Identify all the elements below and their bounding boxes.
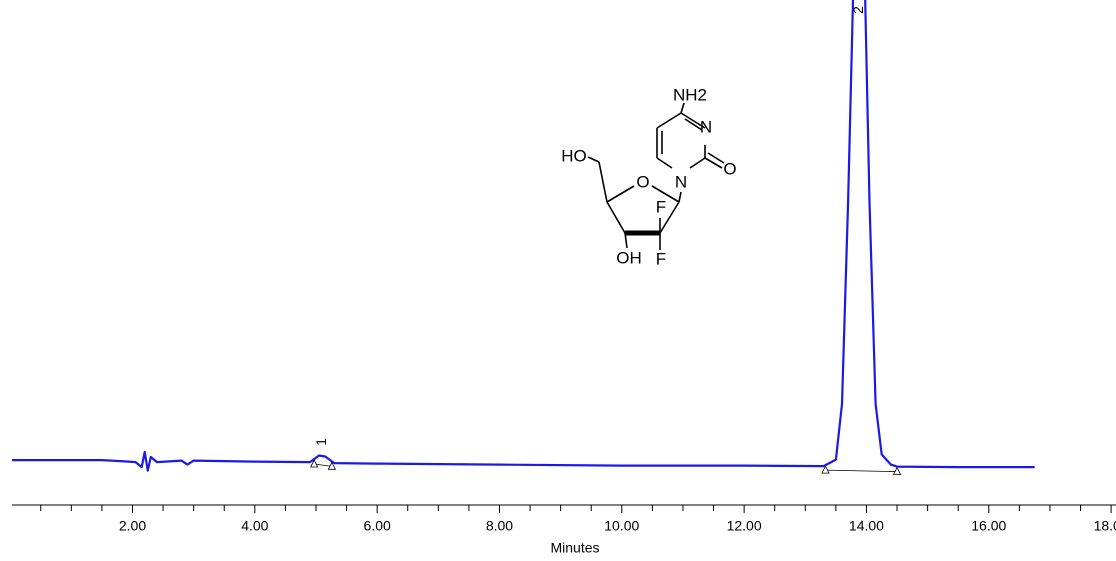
trace <box>12 0 1035 472</box>
atom-label: F <box>656 249 666 268</box>
peak-baseline <box>825 469 898 473</box>
peak-baseline <box>314 463 332 467</box>
atom-label: N <box>700 117 712 136</box>
peak-marker <box>821 465 830 474</box>
structure: NH2 N O N HO O F F OH <box>561 85 736 268</box>
peak-marker <box>892 466 902 476</box>
x-tick-label: 18.00 <box>1094 518 1116 534</box>
x-axis-label: Minutes <box>550 540 599 556</box>
x-tick-label: 4.00 <box>241 518 268 534</box>
x-tick-label: 6.00 <box>364 518 391 534</box>
atom-label: F <box>656 197 666 216</box>
peak-marker <box>309 459 319 468</box>
x-tick-label: 10.00 <box>604 518 639 534</box>
atom-label: NH2 <box>673 85 707 104</box>
peak-label: 2 <box>850 6 866 14</box>
x-tick-label: 16.00 <box>971 518 1006 534</box>
atom-label: N <box>675 172 687 191</box>
atom-label: OH <box>616 248 642 267</box>
x-tick-label: 8.00 <box>486 518 513 534</box>
atom-label: O <box>723 159 736 178</box>
peak-marker <box>327 461 337 470</box>
x-tick-label: 12.00 <box>727 518 762 534</box>
atom-label: O <box>636 172 649 191</box>
x-tick-label: 14.00 <box>849 518 884 534</box>
peak-label: 1 <box>313 438 329 446</box>
atom-label: HO <box>561 146 587 165</box>
x-tick-label: 2.00 <box>119 518 146 534</box>
